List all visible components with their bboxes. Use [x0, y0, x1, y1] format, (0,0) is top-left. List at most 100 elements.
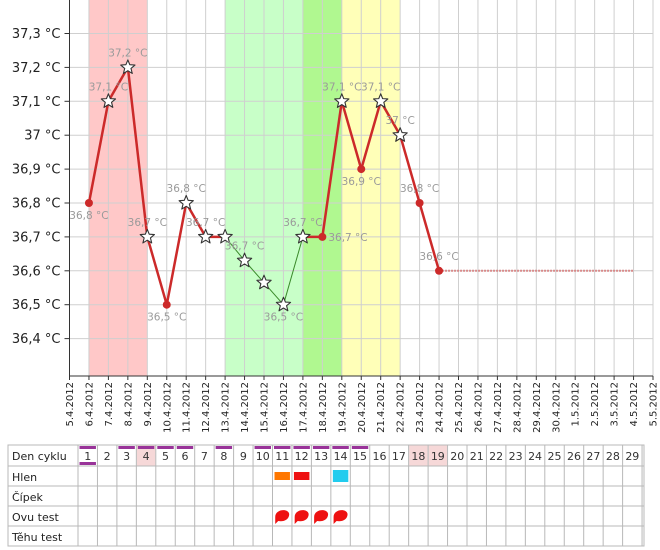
x-tick-label: 11.4.2012	[182, 382, 193, 433]
x-tick-label: 18.4.2012	[318, 382, 329, 433]
data-label: 36,7 °C	[128, 217, 167, 229]
y-tick-label: 37,3 °C	[12, 27, 61, 42]
day-number: 8	[220, 450, 227, 463]
x-tick-label: 15.4.2012	[260, 382, 271, 433]
data-labels: 36,8 °C 37,1 °C 37,2 °C 36,7 °C 36,5 °C 36,8 …	[69, 47, 458, 323]
purple-top-bar	[118, 446, 135, 449]
purple-top-bar	[137, 446, 155, 449]
day-number: 11	[275, 450, 289, 463]
ovu-test-mark	[333, 510, 348, 524]
series-segment	[360, 100, 382, 171]
data-label: 36,5 °C	[147, 312, 186, 324]
x-tick-label: 28.4.2012	[512, 382, 523, 433]
day-number: 5	[162, 450, 169, 463]
star-marker	[139, 228, 155, 244]
purple-top-bar	[293, 446, 310, 449]
x-tick-label: 13.4.2012	[221, 382, 232, 433]
row-label: Hlen	[12, 471, 37, 484]
data-label: 36,6 °C	[419, 251, 458, 263]
hlen-mark	[274, 472, 290, 480]
y-tick-label: 37,1 °C	[12, 95, 61, 110]
purple-top-bar	[312, 446, 330, 449]
day-number: 18	[411, 450, 425, 463]
temperature-markers	[84, 59, 444, 312]
star-marker	[295, 228, 311, 244]
pink-day-cell	[409, 445, 428, 466]
x-tick-label: 29.4.2012	[532, 382, 543, 433]
x-tick-label: 25.4.2012	[454, 382, 465, 433]
star-marker	[178, 194, 194, 210]
purple-top-bar	[157, 446, 174, 449]
day-number: 14	[334, 450, 348, 463]
series-segment	[418, 201, 441, 273]
star-marker	[373, 93, 389, 108]
dot-marker	[357, 165, 366, 174]
x-tick-label: 10.4.2012	[162, 382, 173, 433]
day-number: 7	[201, 450, 208, 463]
ovu-test-mark	[314, 510, 329, 524]
hlen-mark	[332, 470, 349, 482]
dot-marker	[415, 199, 424, 207]
day-number: 4	[143, 450, 150, 463]
day-number: 10	[256, 450, 270, 463]
data-label: 37 °C	[386, 115, 415, 127]
chart-grid	[64, 0, 654, 376]
x-tick-label: 2.5.2012	[590, 382, 601, 427]
day-number: 12	[295, 450, 309, 463]
day-number: 19	[431, 450, 445, 463]
series-segment	[87, 100, 110, 205]
star-marker	[334, 93, 350, 108]
day-number: 15	[353, 450, 367, 463]
day-number: 24	[528, 450, 542, 463]
day-number: 21	[470, 450, 484, 463]
x-tick-label: 20.4.2012	[357, 382, 368, 433]
series-segment	[398, 133, 421, 205]
x-tick-label: 16.4.2012	[279, 382, 290, 433]
x-tick-label: 22.4.2012	[396, 382, 407, 433]
y-tick-label: 36,8 °C	[12, 197, 61, 212]
day-number: 28	[606, 450, 620, 463]
series-segment	[165, 201, 188, 306]
day-number: 20	[450, 450, 464, 463]
y-tick-label: 36,9 °C	[12, 163, 61, 178]
pink-day-cell	[428, 445, 448, 466]
x-tick-label: 19.4.2012	[337, 382, 348, 433]
day-number: 1	[84, 450, 91, 463]
temperature-series	[87, 66, 441, 306]
band-0	[88, 0, 148, 376]
star-marker	[256, 274, 272, 290]
data-label: 36,9 °C	[342, 176, 381, 188]
day-number: 2	[104, 450, 111, 463]
star-marker	[197, 228, 214, 244]
day-number: 13	[314, 450, 328, 463]
day-number: 17	[392, 450, 406, 463]
x-tick-label: 26.4.2012	[473, 382, 484, 433]
series-segment	[146, 235, 168, 306]
x-tick-label: 6.4.2012	[84, 382, 95, 427]
purple-top-bar	[351, 446, 369, 449]
day-number: 22	[489, 450, 503, 463]
row-label: Čípek	[12, 491, 43, 504]
x-tick-label: 23.4.2012	[415, 382, 426, 433]
star-marker	[236, 252, 253, 268]
y-tick-label: 36,5 °C	[12, 298, 61, 313]
day-number: 26	[567, 450, 581, 463]
x-tick-label: 30.4.2012	[551, 382, 562, 433]
ovu-test-mark	[294, 510, 309, 524]
x-tick-label: 17.4.2012	[298, 382, 309, 433]
dot-marker	[435, 266, 444, 275]
band-3	[341, 0, 401, 376]
purple-top-bar	[254, 446, 271, 449]
data-label: 36,5 °C	[264, 312, 303, 324]
data-label: 37,1 °C	[322, 81, 361, 93]
series-segment	[321, 100, 344, 239]
day-number: 6	[181, 450, 188, 463]
y-axis-ticks: 36,4 °C 36,5 °C 36,6 °C 36,7 °C 36,8 °C 36,9 …	[12, 27, 61, 347]
table-border	[7, 444, 645, 547]
x-tick-label: 5.5.2012	[649, 382, 660, 427]
day-number: 29	[625, 450, 639, 463]
data-label: 36,8 °C	[167, 183, 206, 195]
row-label: Ovu test	[12, 511, 59, 524]
purple-top-bar	[176, 446, 194, 449]
